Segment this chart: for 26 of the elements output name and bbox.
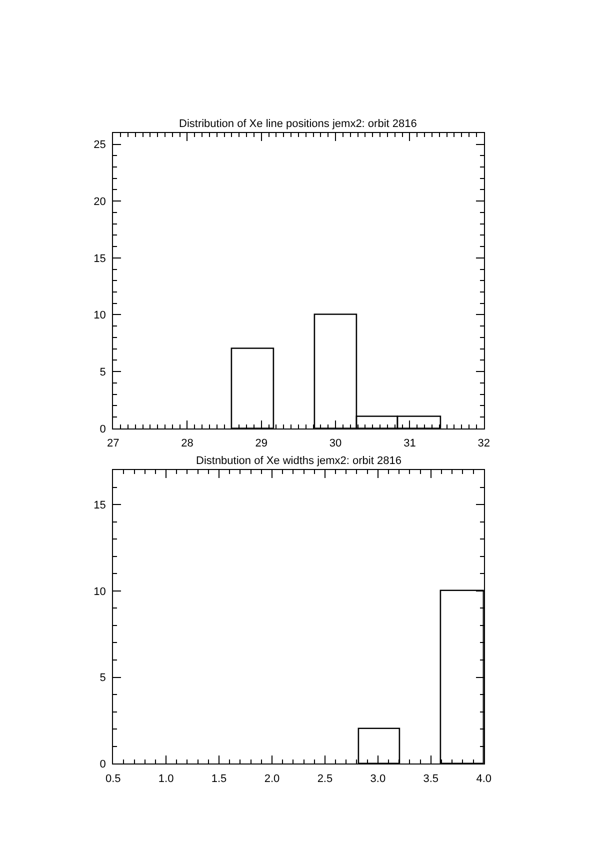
x-tick-label: 1.5 xyxy=(211,772,227,785)
y-tick-label: 15 xyxy=(94,499,106,512)
x-tick-label: 30 xyxy=(329,438,342,450)
x-tick-label: 31 xyxy=(404,438,416,450)
x-tick-label: 2.5 xyxy=(317,772,333,785)
y-tick-label: 25 xyxy=(94,139,106,152)
x-tick-label: 2.0 xyxy=(264,772,280,785)
x-tick-label: 27 xyxy=(106,438,120,450)
y-tick-label: 10 xyxy=(94,586,106,598)
chart-title: Distribution of Xe line positions jemx2: orbit 2816 xyxy=(179,118,417,130)
chart-title: Distnbution of Xe widths jemx2: orbit 2816 xyxy=(196,455,402,467)
x-tick-label: 29 xyxy=(255,438,268,450)
x-tick-label: 3.5 xyxy=(423,772,439,785)
y-tick-label: 10 xyxy=(94,310,106,322)
x-tick-label: 4.0 xyxy=(476,772,492,785)
y-tick-label: 5 xyxy=(100,672,106,684)
y-tick-label: 20 xyxy=(94,196,106,208)
x-tick-label: 32 xyxy=(478,438,490,450)
x-tick-label: 0.5 xyxy=(105,772,121,785)
y-tick-label: 5 xyxy=(100,366,106,378)
x-tick-label: 3.0 xyxy=(370,772,386,785)
y-tick-label: 0 xyxy=(100,758,106,770)
y-tick-label: 15 xyxy=(94,252,106,265)
y-tick-label: 0 xyxy=(100,423,106,436)
x-tick-label: 28 xyxy=(181,438,194,450)
x-tick-label: 1.0 xyxy=(158,772,174,785)
